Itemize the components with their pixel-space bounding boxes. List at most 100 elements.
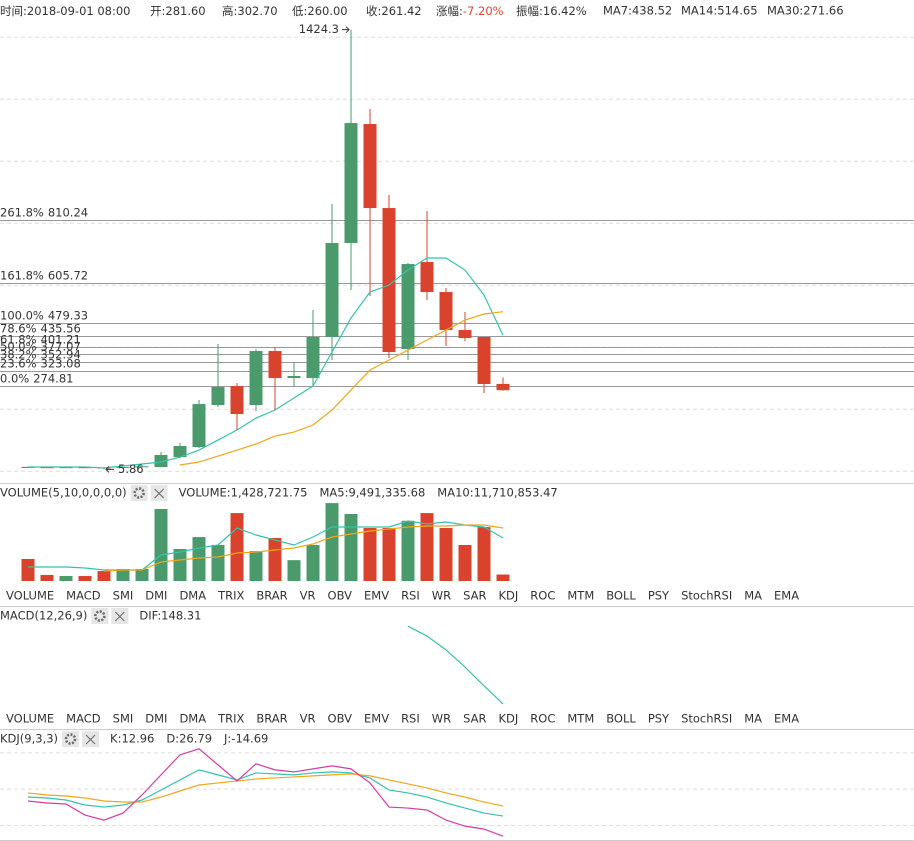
- candle-body: [192, 404, 206, 448]
- indicator-tab[interactable]: EMA: [774, 712, 799, 726]
- fib-price: 810.24: [48, 205, 88, 219]
- indicator-tab[interactable]: TRIX: [217, 589, 244, 603]
- candle-body: [458, 330, 472, 339]
- legend-item: J:-14.69: [223, 732, 268, 746]
- candle-body: [420, 262, 434, 293]
- volume-bar: [173, 548, 187, 581]
- close-icon: [85, 734, 96, 745]
- ma-line: [179, 311, 504, 466]
- indicator-tab[interactable]: MACD: [66, 589, 101, 603]
- candle-body: [78, 467, 92, 469]
- volume-bar: [401, 520, 415, 581]
- gear-icon: [64, 733, 77, 745]
- settings-button[interactable]: [91, 608, 109, 624]
- close-button[interactable]: [150, 485, 168, 501]
- candle-body: [306, 337, 320, 379]
- volume-bar: [154, 509, 168, 581]
- settings-button[interactable]: [130, 485, 148, 501]
- legend-item: MA30:271.66: [767, 4, 844, 18]
- volume-bar: [439, 528, 453, 581]
- fib-price: 605.72: [48, 268, 88, 282]
- candle-body: [382, 208, 396, 353]
- indicator-tab[interactable]: RSI: [401, 712, 420, 726]
- indicator-tab[interactable]: KDJ: [499, 589, 519, 603]
- indicator-tab[interactable]: ROC: [530, 712, 555, 726]
- volume-bar: [230, 513, 244, 581]
- indicator-tab[interactable]: StochRSI: [681, 712, 732, 726]
- indicator-tab[interactable]: DMA: [179, 712, 206, 726]
- indicator-tab[interactable]: DMA: [179, 589, 206, 603]
- volume-bar: [420, 513, 434, 581]
- arrow: [342, 26, 350, 34]
- volume-bar: [249, 551, 263, 581]
- indicator-tab[interactable]: MACD: [66, 712, 101, 726]
- indicator-tab[interactable]: VR: [300, 589, 316, 603]
- indicator-tab[interactable]: WR: [432, 712, 451, 726]
- indicator-tab[interactable]: MA: [744, 712, 762, 726]
- indicator-tab[interactable]: BRAR: [256, 589, 287, 603]
- volume-bar: [40, 574, 54, 581]
- indicator-tab[interactable]: StochRSI: [681, 589, 732, 603]
- indicator-tab[interactable]: SAR: [463, 589, 486, 603]
- close-button[interactable]: [82, 731, 100, 747]
- fib-price: 352.94: [41, 347, 81, 361]
- volume-bar: [363, 528, 377, 581]
- indicator-tab[interactable]: DMI: [145, 589, 167, 603]
- indicator-tab[interactable]: SAR: [463, 712, 486, 726]
- indicator-line: [27, 769, 504, 817]
- header-item: 收:261.42: [366, 4, 422, 18]
- arrow: [105, 466, 114, 473]
- indicator-tab[interactable]: VOLUME: [6, 712, 54, 726]
- indicator-tab[interactable]: EMV: [364, 589, 389, 603]
- volume-bar: [496, 574, 510, 581]
- indicator-title: KDJ(9,3,3): [0, 732, 58, 746]
- gear-icon: [133, 487, 145, 499]
- legend-item: MA7:438.52: [603, 4, 672, 18]
- indicator-tab[interactable]: ROC: [530, 589, 555, 603]
- legend-item: MA5:9,491,335.68: [319, 486, 425, 500]
- candle-body: [439, 292, 453, 331]
- indicator-tab[interactable]: BRAR: [256, 712, 287, 726]
- indicator-tab[interactable]: VOLUME: [6, 589, 54, 603]
- indicator-tab[interactable]: KDJ: [499, 712, 519, 726]
- max-annotation: 1424.3: [299, 22, 339, 36]
- header-item: 高:302.70: [222, 4, 278, 18]
- legend-item: MA14:514.65: [681, 4, 758, 18]
- volume-bar: [78, 576, 92, 581]
- indicator-tab[interactable]: VR: [300, 712, 316, 726]
- indicator-tab[interactable]: OBV: [328, 712, 353, 726]
- indicator-tab[interactable]: SMI: [113, 712, 134, 726]
- settings-button[interactable]: [62, 731, 80, 747]
- indicator-tab[interactable]: SMI: [113, 589, 134, 603]
- indicator-tab[interactable]: WR: [432, 589, 451, 603]
- indicator-tab[interactable]: PSY: [648, 712, 670, 726]
- indicator-tab[interactable]: MA: [744, 589, 762, 603]
- header-label: 时间:2018-09-01 08:00: [0, 4, 131, 18]
- fib-price: 401.21: [41, 332, 81, 346]
- indicator-tab[interactable]: MTM: [567, 712, 594, 726]
- candle-body: [173, 446, 187, 458]
- indicator-tab[interactable]: EMA: [774, 589, 799, 603]
- candle-body: [59, 467, 73, 469]
- volume-bar: [59, 576, 73, 581]
- indicator-tab[interactable]: MTM: [567, 589, 594, 603]
- candle-body: [477, 337, 491, 385]
- indicator-tab[interactable]: EMV: [364, 712, 389, 726]
- indicator-tab[interactable]: RSI: [401, 589, 420, 603]
- indicator-tab[interactable]: PSY: [648, 589, 670, 603]
- volume-bar: [306, 545, 320, 581]
- gear-icon: [94, 610, 106, 622]
- indicator-line: [27, 773, 504, 807]
- indicator-tab[interactable]: DMI: [145, 712, 167, 726]
- candle-body: [401, 264, 415, 350]
- ma-line: [103, 524, 504, 572]
- close-button[interactable]: [111, 608, 129, 624]
- candle-body: [344, 123, 358, 244]
- indicator-tab[interactable]: TRIX: [217, 712, 244, 726]
- indicator-tab[interactable]: BOLL: [606, 589, 636, 603]
- fib-level: 23.6%: [0, 356, 37, 370]
- indicator-tab[interactable]: BOLL: [606, 712, 636, 726]
- indicator-tab[interactable]: OBV: [328, 589, 353, 603]
- fib-price: 479.33: [48, 308, 88, 322]
- volume-bar: [325, 503, 339, 581]
